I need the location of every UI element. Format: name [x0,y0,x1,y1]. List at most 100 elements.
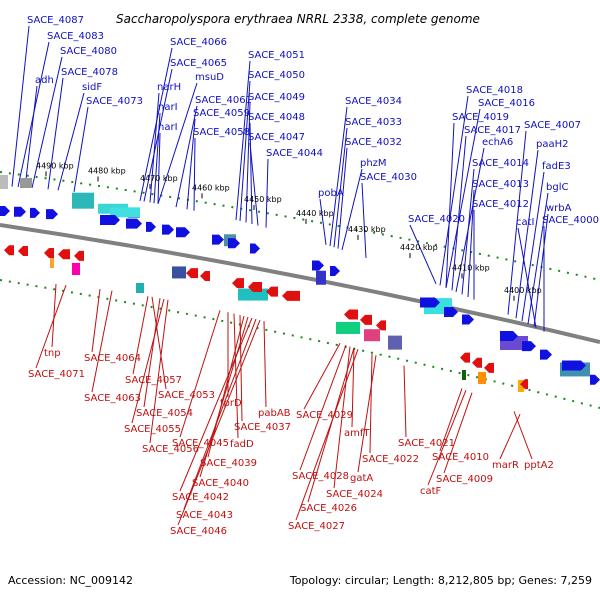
forward-gene-arrow[interactable] [330,266,340,277]
bottom-gene-label[interactable]: marR [492,460,519,471]
forward-gene-arrow[interactable] [0,206,10,216]
bottom-gene-label[interactable]: catF [420,486,442,497]
reverse-gene-arrow[interactable] [484,362,494,373]
top-gene-label[interactable]: SACE_4061 [195,95,252,106]
reverse-gene-arrow[interactable] [248,282,262,293]
top-gene-label[interactable]: SACE_4051 [248,50,305,61]
bottom-gene-label[interactable]: pabAB [258,408,291,419]
forward-gene-arrow[interactable] [590,374,600,385]
top-gene-label[interactable]: SACE_4032 [345,137,402,148]
bottom-gene-label[interactable]: SACE_4022 [362,454,419,465]
top-gene-label[interactable]: SACE_4034 [345,96,402,107]
bottom-gene-label[interactable]: SACE_4053 [158,390,215,401]
top-gene-label[interactable]: SACE_4080 [60,46,117,57]
reverse-gene-arrow[interactable] [472,357,482,368]
forward-gene-arrow[interactable] [250,243,260,254]
bottom-gene-label[interactable]: pptA2 [524,460,554,471]
forward-gene-arrow[interactable] [30,207,40,218]
forward-gene-arrow[interactable] [100,215,120,225]
top-gene-label[interactable]: phzM [360,158,387,169]
top-gene-label[interactable]: echA6 [482,137,513,148]
top-gene-label[interactable]: SACE_4050 [248,70,305,81]
bottom-gene-label[interactable]: tnp [44,348,61,359]
forward-gene-arrow[interactable] [212,234,224,245]
forward-gene-arrow[interactable] [312,260,324,271]
reverse-gene-arrow[interactable] [58,249,70,260]
reverse-gene-arrow[interactable] [360,314,372,325]
bottom-gene-label[interactable]: SACE_4063 [84,393,141,404]
top-gene-label[interactable]: SACE_4030 [360,172,417,183]
top-gene-label[interactable]: msuD [195,72,224,83]
top-gene-label[interactable]: SACE_4058 [193,127,250,138]
top-gene-label[interactable]: SACE_4013 [472,179,529,190]
bottom-gene-label[interactable]: SACE_4042 [172,492,229,503]
forward-gene-arrow[interactable] [444,307,458,318]
top-gene-label[interactable]: SACE_4059 [193,108,250,119]
top-gene-label[interactable]: SACE_4066 [170,37,227,48]
bottom-gene-label[interactable]: SACE_4046 [170,526,227,537]
top-gene-label[interactable]: sidF [82,82,102,93]
bottom-gene-label[interactable]: SACE_4024 [326,489,383,500]
forward-gene-arrow[interactable] [500,331,518,341]
top-gene-label[interactable]: bglC [546,182,568,193]
forward-gene-arrow[interactable] [176,227,190,238]
forward-gene-arrow[interactable] [228,238,240,249]
forward-gene-arrow[interactable] [126,218,142,229]
bottom-gene-label[interactable]: SACE_4029 [296,410,353,421]
forward-gene-arrow[interactable] [462,314,474,325]
bottom-gene-label[interactable]: SACE_4071 [28,369,85,380]
top-gene-label[interactable]: narI [158,102,178,113]
reverse-gene-arrow[interactable] [232,278,244,289]
forward-gene-arrow[interactable] [540,349,552,360]
bottom-gene-label[interactable]: SACE_4055 [124,424,181,435]
top-gene-label[interactable]: paaH2 [536,139,569,150]
top-gene-label[interactable]: pobA [318,188,344,199]
reverse-gene-arrow[interactable] [186,268,198,279]
bottom-gene-label[interactable]: SACE_4045 [172,438,229,449]
forward-gene-arrow[interactable] [46,209,58,220]
top-gene-label[interactable]: SACE_4078 [61,67,118,78]
top-gene-label[interactable]: SACE_4048 [248,112,305,123]
bottom-gene-label[interactable]: amfT [344,428,370,439]
top-gene-label[interactable]: SACE_4014 [472,158,529,169]
reverse-gene-arrow[interactable] [266,286,278,297]
reverse-gene-arrow[interactable] [74,250,84,261]
bottom-gene-label[interactable]: SACE_4043 [176,510,233,521]
top-gene-label[interactable]: SACE_4016 [478,98,535,109]
forward-gene-arrow[interactable] [146,221,156,232]
reverse-gene-arrow[interactable] [44,247,54,258]
bottom-gene-label[interactable]: SACE_4021 [398,438,455,449]
top-gene-label[interactable]: wrbA [546,203,572,214]
reverse-gene-arrow[interactable] [460,352,470,363]
reverse-gene-arrow[interactable] [200,271,210,281]
top-gene-label[interactable]: SACE_4065 [170,58,227,69]
bottom-gene-label[interactable]: SACE_4026 [300,503,357,514]
top-gene-label[interactable]: SACE_4012 [472,199,529,210]
top-gene-label[interactable]: SACE_4007 [524,120,581,131]
top-gene-label[interactable]: SACE_4083 [47,31,104,42]
top-gene-label[interactable]: SACE_4049 [248,92,305,103]
top-gene-label[interactable]: SACE_4019 [452,112,509,123]
forward-gene-arrow[interactable] [420,297,440,308]
reverse-gene-arrow[interactable] [344,309,358,320]
bottom-gene-label[interactable]: SACE_4009 [436,474,493,485]
top-gene-label[interactable]: SACE_4020 [408,214,465,225]
top-gene-label[interactable]: SACE_4087 [27,15,84,26]
bottom-gene-label[interactable]: SACE_4057 [125,375,182,386]
top-gene-label[interactable]: narI [158,122,178,133]
top-gene-label[interactable]: SACE_4033 [345,117,402,128]
reverse-gene-arrow[interactable] [282,290,300,301]
top-gene-label[interactable]: fadE3 [542,161,571,172]
bottom-gene-label[interactable]: SACE_4056 [142,444,199,455]
top-gene-label[interactable]: catI [516,217,535,228]
bottom-gene-label[interactable]: SACE_4028 [292,471,349,482]
reverse-gene-arrow[interactable] [520,379,528,390]
bottom-gene-label[interactable]: SACE_4039 [200,458,257,469]
bottom-gene-label[interactable]: fadD [230,439,254,450]
forward-gene-arrow[interactable] [562,360,586,371]
bottom-gene-label[interactable]: SACE_4054 [136,408,193,419]
top-gene-label[interactable]: SACE_4000 [542,215,599,226]
top-gene-label[interactable]: SACE_4017 [464,125,521,136]
forward-gene-arrow[interactable] [522,341,536,352]
reverse-gene-arrow[interactable] [4,245,14,256]
